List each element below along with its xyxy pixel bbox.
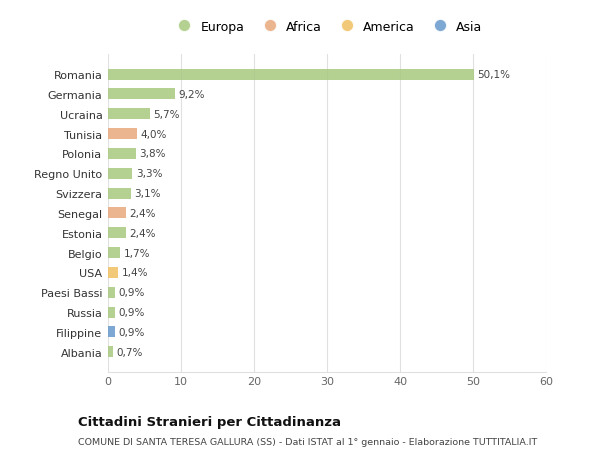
Bar xyxy=(108,347,113,358)
Text: Cittadini Stranieri per Cittadinanza: Cittadini Stranieri per Cittadinanza xyxy=(78,415,341,428)
Text: 5,7%: 5,7% xyxy=(153,110,180,119)
Bar xyxy=(108,208,125,219)
Text: 3,1%: 3,1% xyxy=(134,189,161,199)
Bar xyxy=(108,247,121,258)
Text: 4,0%: 4,0% xyxy=(141,129,167,139)
Bar xyxy=(108,129,137,140)
Bar xyxy=(108,307,115,318)
Bar xyxy=(108,327,115,338)
Text: 2,4%: 2,4% xyxy=(129,208,155,218)
Legend: Europa, Africa, America, Asia: Europa, Africa, America, Asia xyxy=(168,17,486,38)
Text: 1,7%: 1,7% xyxy=(124,248,151,258)
Bar xyxy=(108,287,115,298)
Bar xyxy=(108,149,136,160)
Text: 50,1%: 50,1% xyxy=(478,70,511,80)
Bar xyxy=(108,89,175,100)
Text: 9,2%: 9,2% xyxy=(179,90,205,100)
Text: 0,7%: 0,7% xyxy=(117,347,143,357)
Text: 2,4%: 2,4% xyxy=(129,228,155,238)
Bar xyxy=(108,188,131,199)
Text: 0,9%: 0,9% xyxy=(118,308,145,317)
Text: 0,9%: 0,9% xyxy=(118,327,145,337)
Text: 1,4%: 1,4% xyxy=(122,268,148,278)
Bar xyxy=(108,109,149,120)
Text: 3,8%: 3,8% xyxy=(139,149,166,159)
Bar xyxy=(108,267,118,278)
Bar xyxy=(108,168,132,179)
Text: 0,9%: 0,9% xyxy=(118,288,145,297)
Bar xyxy=(108,228,125,239)
Text: 3,3%: 3,3% xyxy=(136,169,162,179)
Bar xyxy=(108,69,474,80)
Text: COMUNE DI SANTA TERESA GALLURA (SS) - Dati ISTAT al 1° gennaio - Elaborazione TU: COMUNE DI SANTA TERESA GALLURA (SS) - Da… xyxy=(78,437,537,446)
